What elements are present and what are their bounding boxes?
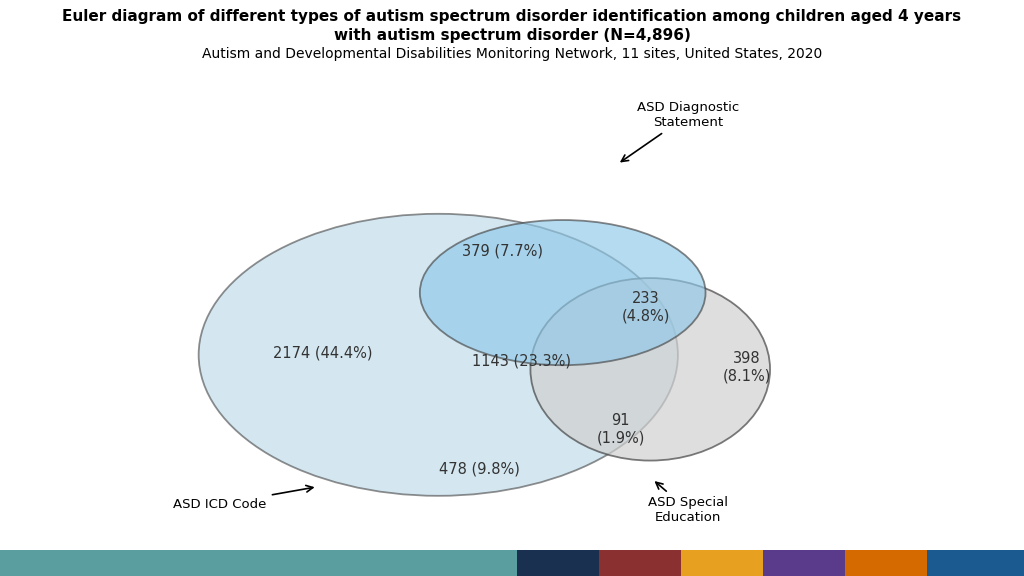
Text: ASD Diagnostic
Statement: ASD Diagnostic Statement	[622, 101, 739, 161]
Ellipse shape	[530, 278, 770, 461]
Text: with autism spectrum disorder (N=4,896): with autism spectrum disorder (N=4,896)	[334, 28, 690, 43]
Ellipse shape	[199, 214, 678, 496]
Ellipse shape	[420, 220, 706, 365]
Text: Autism and Developmental Disabilities Monitoring Network, 11 sites, United State: Autism and Developmental Disabilities Mo…	[202, 47, 822, 61]
Text: ASD Special
Education: ASD Special Education	[648, 482, 728, 524]
Text: 2174 (44.4%): 2174 (44.4%)	[273, 345, 373, 360]
Text: ASD ICD Code: ASD ICD Code	[173, 486, 313, 510]
Text: 398
(8.1%): 398 (8.1%)	[723, 351, 771, 384]
Text: 1143 (23.3%): 1143 (23.3%)	[472, 354, 570, 369]
Text: 91
(1.9%): 91 (1.9%)	[597, 413, 645, 446]
Text: 379 (7.7%): 379 (7.7%)	[462, 244, 544, 259]
Text: 233
(4.8%): 233 (4.8%)	[622, 291, 670, 323]
Text: Euler diagram of different types of autism spectrum disorder identification amon: Euler diagram of different types of auti…	[62, 9, 962, 24]
Text: 478 (9.8%): 478 (9.8%)	[439, 461, 520, 476]
